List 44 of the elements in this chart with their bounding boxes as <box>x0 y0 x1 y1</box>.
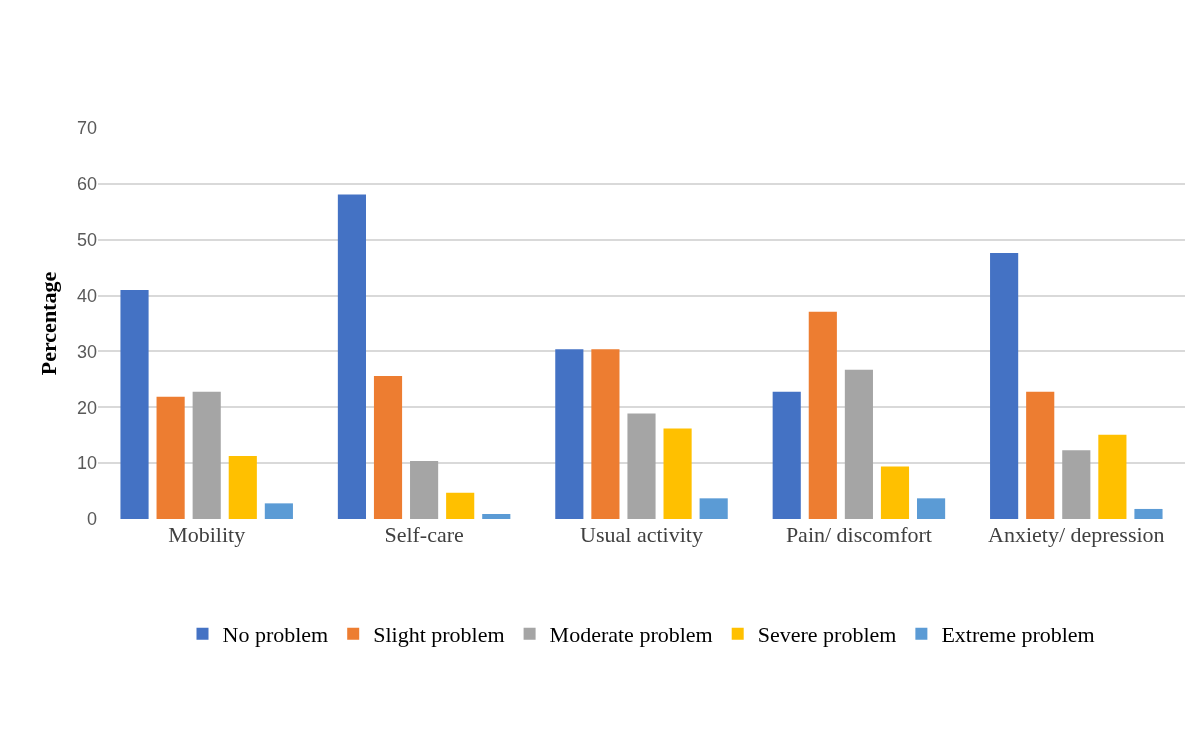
legend-label: Severe problem <box>757 622 897 648</box>
bar <box>990 253 1019 519</box>
bar <box>482 513 511 519</box>
bar <box>591 349 620 519</box>
y-tick-label: 60 <box>76 174 97 195</box>
bar <box>808 311 837 519</box>
y-axis-title: Percentage <box>35 271 61 376</box>
bar <box>337 194 366 519</box>
bar <box>1134 508 1163 519</box>
y-tick-label: 70 <box>76 118 97 139</box>
bar <box>228 455 257 519</box>
bar <box>699 498 728 519</box>
legend-label: Slight problem <box>373 622 505 648</box>
bar <box>1026 391 1055 519</box>
y-tick-label: 50 <box>76 230 97 251</box>
bar <box>410 460 439 519</box>
bar <box>555 349 584 519</box>
legend-label: Moderate problem <box>549 622 713 648</box>
legend-label: Extreme problem <box>941 622 1095 648</box>
bar <box>1098 434 1127 519</box>
x-tick-label: Self-care <box>384 522 464 547</box>
x-tick-label: Mobility <box>168 522 246 547</box>
bar <box>1062 450 1091 519</box>
bar <box>627 413 656 519</box>
bar <box>373 376 403 519</box>
bar <box>264 503 293 519</box>
bar <box>917 498 946 519</box>
y-tick-label: 0 <box>86 509 97 530</box>
bar <box>446 492 475 519</box>
y-tick-label: 20 <box>76 397 97 418</box>
bar <box>844 369 873 519</box>
bar <box>772 391 801 519</box>
bar <box>663 428 692 519</box>
y-tick-label: 40 <box>76 285 97 306</box>
y-tick-label: 30 <box>76 341 97 362</box>
x-tick-label: Anxiety/ depression <box>988 522 1165 547</box>
bar <box>156 396 185 519</box>
x-tick-label: Usual activity <box>580 522 703 547</box>
x-tick-label: Pain/ discomfort <box>785 522 932 547</box>
bar <box>120 289 149 519</box>
bar <box>880 466 910 519</box>
legend-label: No problem <box>222 622 329 648</box>
bar <box>192 391 221 519</box>
y-tick-label: 10 <box>76 453 97 474</box>
